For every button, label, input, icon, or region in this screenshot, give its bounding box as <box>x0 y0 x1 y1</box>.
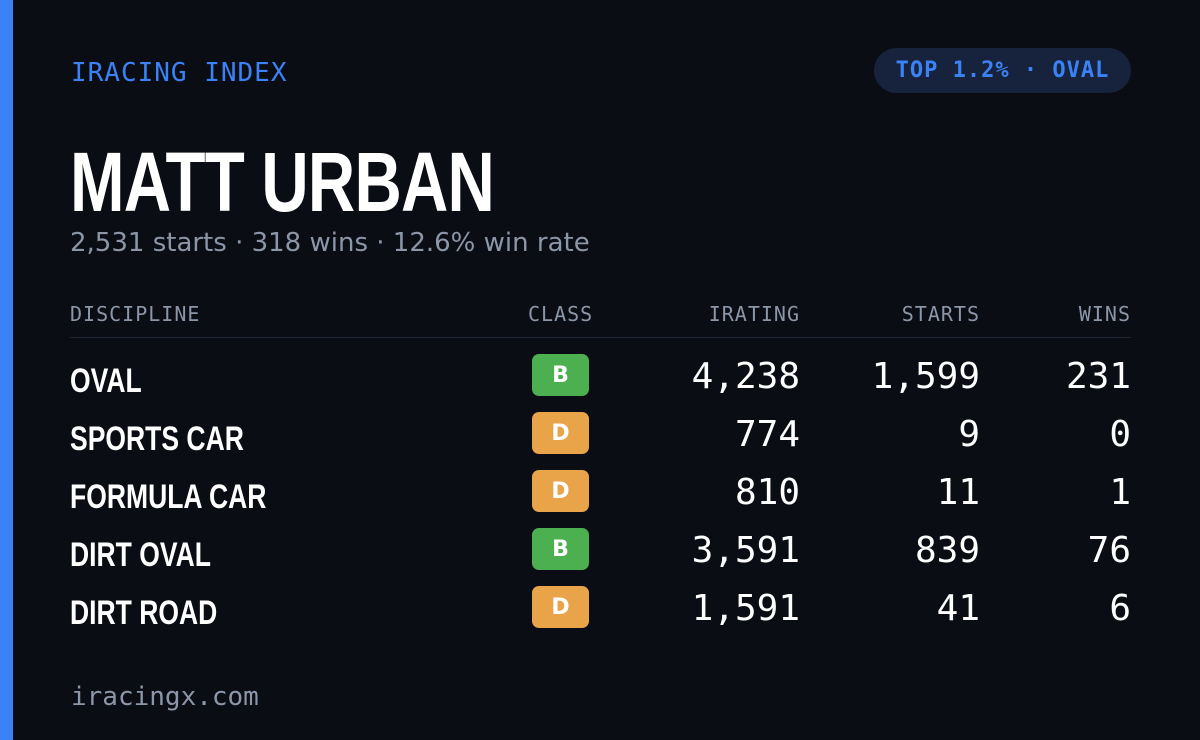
table-row: FORMULA CAR D 810 11 1 <box>70 468 1131 526</box>
table-body: OVAL B 4,238 1,599 231 SPORTS CAR D 774 … <box>70 352 1131 642</box>
header-class: CLASS <box>528 302 594 326</box>
class-badge: D <box>532 470 589 512</box>
header-discipline: DISCIPLINE <box>70 302 201 326</box>
header-wins: WINS <box>1078 302 1131 326</box>
table-header: DISCIPLINE CLASS IRATING STARTS WINS <box>70 300 1131 338</box>
header-starts: STARTS <box>901 302 980 326</box>
table-row: OVAL B 4,238 1,599 231 <box>70 352 1131 410</box>
wins-value: 0 <box>1109 414 1131 455</box>
discipline-name: DIRT OVAL <box>70 536 211 574</box>
starts-value: 9 <box>958 414 980 455</box>
wins-value: 6 <box>1109 588 1131 629</box>
discipline-name: DIRT ROAD <box>70 594 218 632</box>
wins-value: 76 <box>1087 530 1131 571</box>
class-badge: D <box>532 586 589 628</box>
wins-value: 1 <box>1109 472 1131 513</box>
table-row: DIRT ROAD D 1,591 41 6 <box>70 584 1131 642</box>
irating-value: 4,238 <box>691 356 800 397</box>
driver-name: MATT URBAN <box>70 135 495 229</box>
starts-value: 41 <box>936 588 980 629</box>
footer-url: iracingx.com <box>71 682 259 712</box>
driver-summary: 2,531 starts · 318 wins · 12.6% win rate <box>70 228 590 258</box>
class-badge: B <box>532 528 589 570</box>
discipline-name: OVAL <box>70 362 142 400</box>
irating-value: 774 <box>734 414 800 455</box>
wins-value: 231 <box>1065 356 1131 397</box>
header-irating: IRATING <box>708 302 800 326</box>
irating-value: 810 <box>734 472 800 513</box>
ratings-table: DISCIPLINE CLASS IRATING STARTS WINS OVA… <box>70 300 1131 642</box>
discipline-name: FORMULA CAR <box>70 478 267 516</box>
brand-title: IRACING INDEX <box>71 58 288 88</box>
table-row: DIRT OVAL B 3,591 839 76 <box>70 526 1131 584</box>
irating-value: 3,591 <box>691 530 800 571</box>
starts-value: 1,599 <box>871 356 980 397</box>
class-badge: D <box>532 412 589 454</box>
discipline-name: SPORTS CAR <box>70 420 244 458</box>
irating-value: 1,591 <box>691 588 800 629</box>
starts-value: 11 <box>936 472 980 513</box>
accent-bar <box>0 0 13 740</box>
class-badge: B <box>532 354 589 396</box>
rank-badge: TOP 1.2% · OVAL <box>874 48 1131 93</box>
starts-value: 839 <box>914 530 980 571</box>
table-row: SPORTS CAR D 774 9 0 <box>70 410 1131 468</box>
